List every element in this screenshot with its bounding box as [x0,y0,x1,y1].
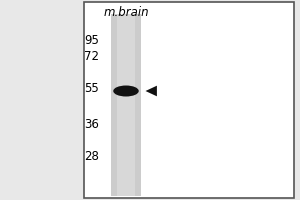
Text: 72: 72 [84,49,99,62]
Text: 36: 36 [84,117,99,130]
Ellipse shape [113,85,139,97]
Polygon shape [146,86,157,96]
Text: m.brain: m.brain [103,6,149,19]
Text: 95: 95 [84,33,99,46]
Bar [111,14,141,196]
Bar [117,14,135,196]
Text: 55: 55 [84,82,99,95]
Text: 28: 28 [84,150,99,162]
Bar [84,2,294,198]
